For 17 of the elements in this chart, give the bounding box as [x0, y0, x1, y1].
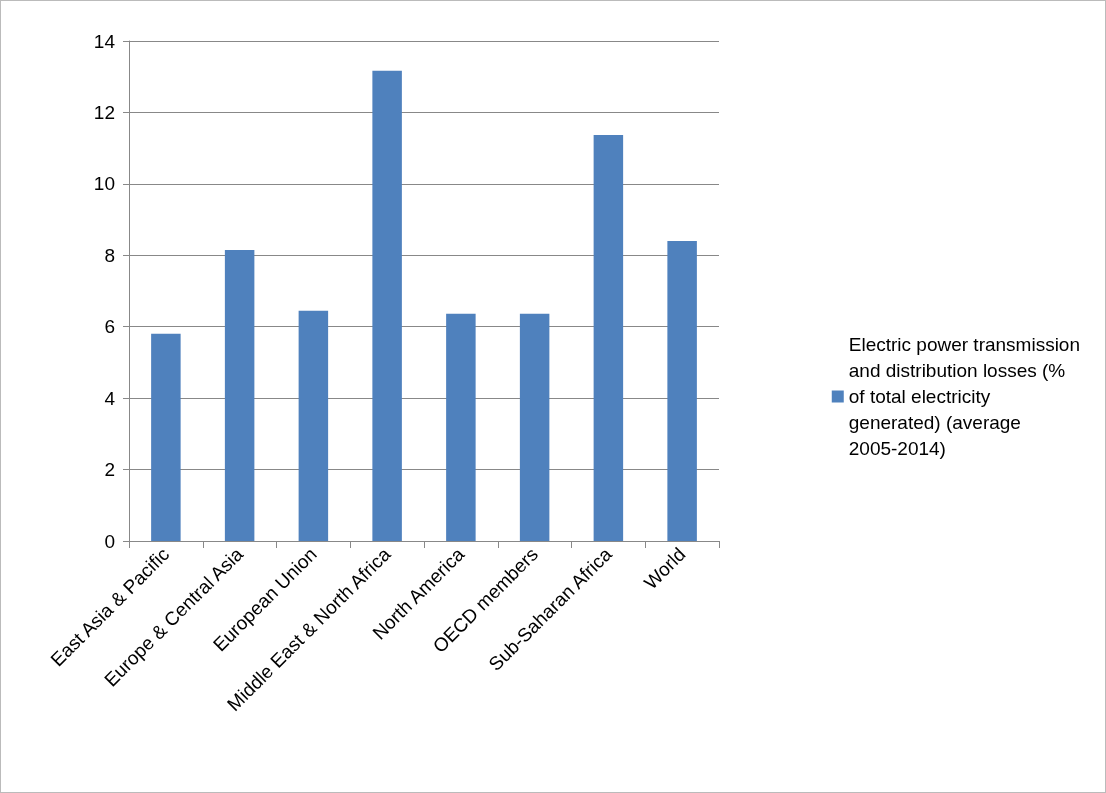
y-tick-label: 10 [93, 173, 115, 195]
bar [151, 333, 181, 541]
bar [224, 249, 255, 541]
bar [667, 241, 697, 541]
bar [593, 134, 624, 541]
y-tick-label: 4 [104, 387, 116, 409]
y-tick-label: 12 [93, 101, 115, 123]
y-tick-label: 0 [104, 530, 115, 552]
bar [519, 313, 550, 541]
y-tick-label: 2 [104, 459, 115, 481]
bar [298, 310, 329, 541]
bar [372, 70, 402, 541]
y-tick-label: 8 [104, 244, 115, 266]
y-tick-label: 14 [93, 30, 116, 52]
bar [446, 313, 476, 541]
y-tick-label: 6 [104, 316, 115, 338]
legend-label: Electric power transmission and distribution losses (% of total electricity generated) (average 2005-2014) [848, 334, 1081, 459]
